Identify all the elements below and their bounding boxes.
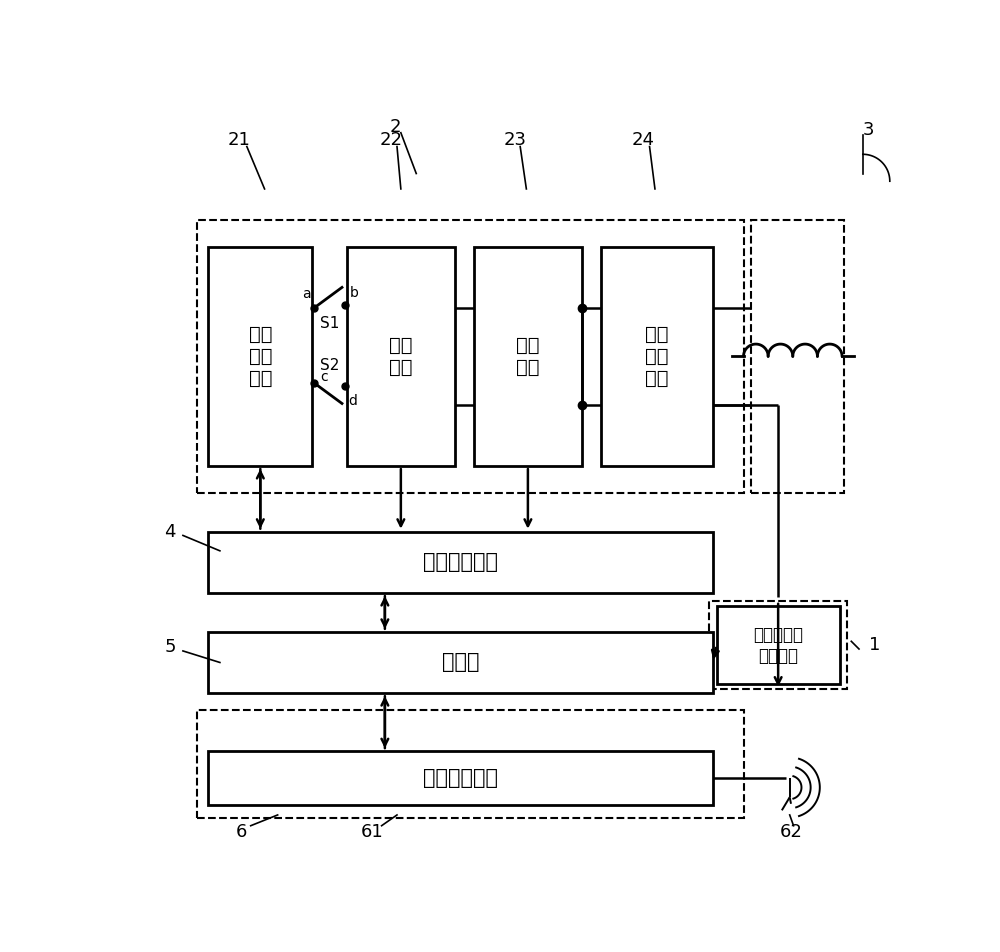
Bar: [208, 751, 713, 805]
Bar: [751, 220, 844, 493]
Text: 3: 3: [862, 121, 874, 139]
Bar: [208, 531, 713, 593]
Text: b: b: [350, 286, 359, 300]
Text: 21: 21: [228, 131, 251, 149]
Text: 谐振
补偿
电路: 谐振 补偿 电路: [645, 325, 669, 387]
Text: c: c: [320, 369, 328, 384]
Text: 24: 24: [632, 131, 655, 149]
Bar: [197, 220, 744, 493]
Text: 采样控制单元: 采样控制单元: [423, 552, 498, 572]
Text: 2: 2: [390, 118, 401, 136]
Text: 通信测试设备: 通信测试设备: [423, 768, 498, 788]
Text: a: a: [302, 288, 310, 301]
Text: 61: 61: [361, 823, 384, 841]
Bar: [601, 247, 713, 466]
Bar: [709, 601, 847, 689]
Text: 62: 62: [780, 823, 803, 841]
Text: d: d: [349, 394, 358, 408]
Text: 5: 5: [164, 638, 176, 656]
Bar: [208, 247, 312, 466]
Bar: [717, 606, 840, 684]
Text: S2: S2: [320, 358, 339, 373]
Text: S1: S1: [320, 316, 339, 331]
Text: 逆变
电路: 逆变 电路: [516, 336, 540, 377]
Bar: [474, 247, 582, 466]
Text: 调压
电路: 调压 电路: [389, 336, 413, 377]
Bar: [347, 247, 455, 466]
Text: 4: 4: [164, 523, 176, 541]
Text: 功率分析仪
或示波器: 功率分析仪 或示波器: [753, 625, 803, 664]
Text: 22: 22: [379, 131, 402, 149]
Text: 6: 6: [236, 823, 247, 841]
Bar: [208, 632, 713, 693]
Text: 23: 23: [503, 131, 526, 149]
Text: 全控
整流
电路: 全控 整流 电路: [249, 325, 272, 387]
Text: 工控机: 工控机: [442, 652, 479, 672]
Text: 1: 1: [869, 636, 880, 654]
Bar: [197, 710, 744, 818]
